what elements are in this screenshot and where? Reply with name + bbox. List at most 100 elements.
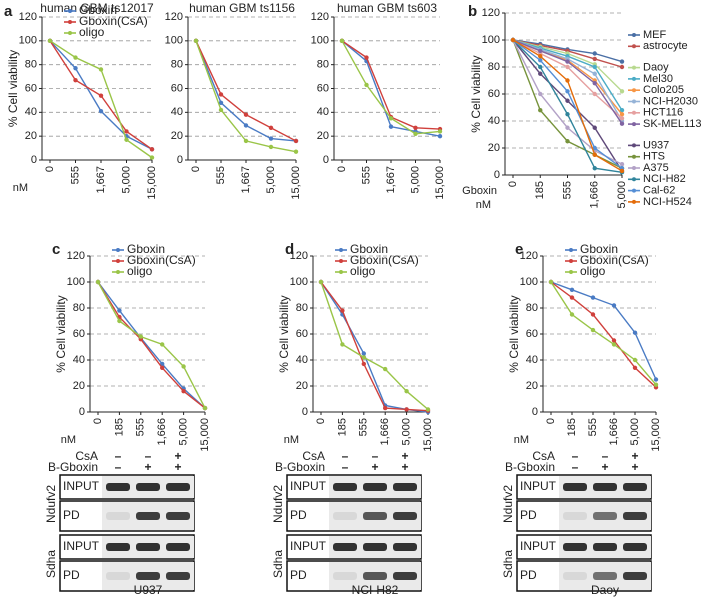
legend-marker [339,270,343,274]
series-line [320,281,429,410]
legend-marker [68,20,72,24]
y-tick-label: 40 [25,106,37,118]
x-tick-label: 185 [336,418,348,436]
data-point [138,334,143,339]
treatment-label: CsA [302,449,325,463]
blot-band [363,543,387,551]
y-axis-label: % Cell viability [6,50,20,127]
data-point [181,364,186,369]
data-point [565,98,570,103]
blot-band [563,512,587,520]
legend-label: HTS [643,151,665,163]
data-point [538,64,543,70]
data-point [98,93,104,98]
data-point [569,312,575,317]
cell-line-label: NCI-H82 [352,583,399,597]
blot-band [623,512,647,520]
x-tick-label: 1,666 [608,418,620,446]
x-tick-label: 185 [566,418,578,436]
legend-marker [569,259,573,263]
data-point [383,366,388,372]
x-unit: nM [284,434,299,446]
data-point [592,166,597,171]
data-point [565,125,570,130]
x-tick-label: 15,000 [434,166,446,200]
data-point [160,342,165,347]
data-point [193,38,199,44]
x-tick-label: 1,666 [589,181,601,209]
blot-band [563,572,587,580]
data-point [632,357,638,363]
blot-band [563,483,587,491]
blot-band [393,512,417,520]
x-tick-label: 0 [44,166,56,172]
blot-band [593,512,617,520]
blot-band [106,572,130,580]
blot-band [136,483,160,491]
data-point [565,59,570,64]
data-point [590,327,596,333]
protein-label: Ndufv2 [501,485,515,523]
data-point [592,91,597,97]
data-point [181,389,186,394]
panel-letter: b [468,3,477,20]
protein-label: Sdha [271,550,285,578]
blot-band [166,512,190,520]
treatment-sign: + [174,449,181,463]
data-point [364,55,369,60]
x-tick-label: 1,666 [379,418,391,446]
data-point [437,129,443,134]
data-point [361,351,366,356]
y-tick-label: 60 [317,82,329,94]
series-line [97,281,206,409]
series-line [550,281,657,380]
x-tick-label: 555 [587,418,599,436]
series-line [550,281,657,386]
y-tick-label: 0 [177,154,183,166]
data-point [592,152,597,157]
data-point [548,279,554,285]
legend-label: oligo [127,264,153,278]
data-point [565,89,570,94]
legend-marker [68,9,72,13]
x-tick-label: 555 [135,418,147,436]
blot-row-label: PD [290,508,307,522]
x-tick-label: 5,000 [120,166,132,194]
data-point [538,71,543,76]
legend-marker [116,248,120,252]
x-tick-label: 0 [507,181,519,187]
y-tick-label: 120 [165,11,183,23]
y-tick-label: 60 [488,88,500,100]
data-point [653,377,659,382]
data-point [388,124,394,129]
data-point [293,138,299,144]
legend-marker [632,110,636,115]
x-unit: nM [476,199,491,211]
y-tick-label: 120 [19,11,37,23]
treatment-sign: – [572,460,579,474]
y-tick-label: 0 [31,154,37,166]
blot-row-label: PD [63,568,80,582]
blot-band [393,572,417,580]
data-point [632,330,638,335]
data-point [218,107,224,113]
treatment-sign: – [342,449,349,463]
blot-band [333,543,357,551]
legend-marker [632,88,636,93]
legend-label: Mel30 [643,73,673,85]
y-tick-label: 60 [25,82,37,94]
data-point [425,407,431,412]
data-point [619,89,625,94]
y-tick-label: 40 [171,106,183,118]
blot-band [623,572,647,580]
treatment-sign: – [372,449,379,463]
data-point [124,129,129,134]
blot-band [333,572,357,580]
data-point [293,149,299,154]
x-tick-label: 15,000 [422,418,434,452]
data-point [611,342,617,347]
cell-line-label: Daoy [591,583,619,597]
legend-label: A375 [643,162,669,174]
y-axis-label: % Cell viability [54,295,68,372]
y-tick-label: 120 [311,11,329,23]
